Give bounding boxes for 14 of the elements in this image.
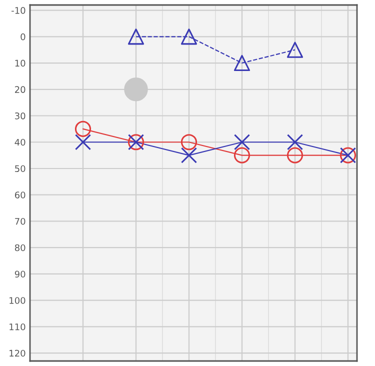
y-tick-label: -10 (12, 7, 26, 14)
y-tick-label: 70 (15, 218, 26, 225)
y-tick-label: 80 (14, 244, 26, 252)
y-tick-label: 100 (10, 297, 26, 304)
y-tick-label: 50 (15, 165, 26, 172)
y-tick-label: 30 (15, 112, 26, 120)
y-tick-label: 40 (14, 138, 26, 146)
y-tick-label: 0 (20, 33, 26, 40)
y-tick-label: 20 (15, 86, 26, 93)
y-tick-label: 10 (15, 60, 26, 67)
y-tick-label: 120 (10, 350, 26, 357)
y-tick-label: 60 (14, 192, 26, 198)
y-tick-label: 90 (14, 270, 26, 278)
y-tick-label: 110 (10, 323, 26, 330)
